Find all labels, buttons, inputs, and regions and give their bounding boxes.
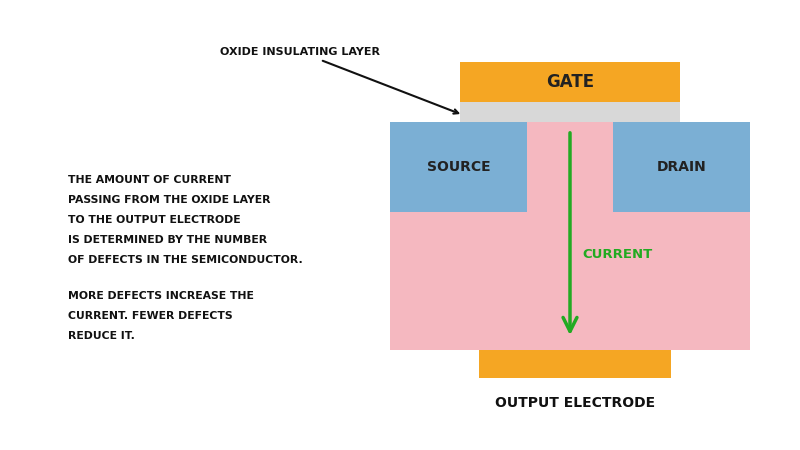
Bar xyxy=(460,62,680,102)
Bar xyxy=(460,102,680,122)
Text: TO THE OUTPUT ELECTRODE: TO THE OUTPUT ELECTRODE xyxy=(68,215,241,225)
Text: CURRENT. FEWER DEFECTS: CURRENT. FEWER DEFECTS xyxy=(68,311,233,321)
Text: OXIDE INSULATING LAYER: OXIDE INSULATING LAYER xyxy=(220,47,458,114)
Bar xyxy=(390,122,527,212)
Text: DRAIN: DRAIN xyxy=(657,160,706,174)
Bar xyxy=(479,350,671,378)
Text: IS DETERMINED BY THE NUMBER: IS DETERMINED BY THE NUMBER xyxy=(68,235,267,245)
Text: SOURCE: SOURCE xyxy=(426,160,490,174)
Text: OF DEFECTS IN THE SEMICONDUCTOR.: OF DEFECTS IN THE SEMICONDUCTOR. xyxy=(68,255,302,265)
Text: GATE: GATE xyxy=(546,73,594,91)
Text: MORE DEFECTS INCREASE THE: MORE DEFECTS INCREASE THE xyxy=(68,291,254,301)
Text: THE AMOUNT OF CURRENT: THE AMOUNT OF CURRENT xyxy=(68,175,231,185)
Bar xyxy=(390,122,750,350)
Bar xyxy=(613,122,750,212)
Text: OUTPUT ELECTRODE: OUTPUT ELECTRODE xyxy=(495,396,655,410)
Text: CURRENT: CURRENT xyxy=(582,248,652,261)
Text: REDUCE IT.: REDUCE IT. xyxy=(68,331,135,341)
Text: PASSING FROM THE OXIDE LAYER: PASSING FROM THE OXIDE LAYER xyxy=(68,195,270,205)
